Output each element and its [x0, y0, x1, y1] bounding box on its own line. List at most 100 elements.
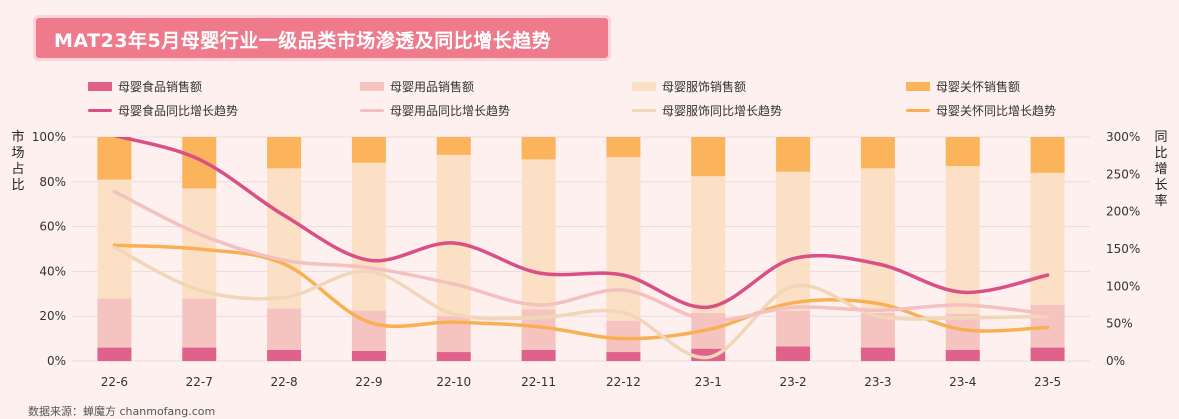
- bar-segment: [606, 157, 641, 321]
- legend-label-goods-sales: 母婴用品销售额: [390, 79, 475, 94]
- bar-segment: [691, 176, 726, 313]
- y-tick-label: 100%: [32, 130, 66, 144]
- y2-tick-label: 100%: [1106, 279, 1140, 293]
- y-tick-label: 40%: [39, 264, 66, 278]
- bar-segment: [182, 298, 217, 348]
- bar-segment: [691, 137, 726, 177]
- legend-apparel-growth[interactable]: 母婴服饰同比增长趋势: [632, 102, 782, 118]
- bar-segment: [606, 352, 641, 361]
- y-tick-label: 0%: [47, 354, 66, 368]
- bar-segment: [776, 171, 811, 311]
- bar-segment: [860, 347, 895, 361]
- x-tick-label: 22-12: [606, 375, 641, 389]
- legend-swatch-apparel-growth: [632, 108, 656, 112]
- bar-segment: [436, 352, 471, 361]
- bar-segment: [351, 350, 386, 361]
- y2-tick-label: 200%: [1106, 205, 1140, 219]
- y2-tick-label: 0%: [1106, 354, 1125, 368]
- legend-goods-growth[interactable]: 母婴用品同比增长趋势: [360, 102, 510, 118]
- line-series-path: [112, 245, 1050, 360]
- x-tick-label: 22-11: [521, 375, 556, 389]
- x-tick-label: 23-3: [864, 375, 891, 389]
- y2-tick-label: 50%: [1106, 317, 1133, 331]
- legend-swatch-goods-sales: [360, 81, 384, 91]
- legend-care-sales[interactable]: 母婴关怀销售额: [906, 78, 1020, 94]
- x-tick-label: 23-2: [779, 375, 806, 389]
- legend-apparel-sales[interactable]: 母婴服饰销售额: [632, 78, 746, 94]
- legend-swatch-food-sales: [88, 81, 112, 91]
- bar-segment: [776, 310, 811, 347]
- bar-segment: [182, 137, 217, 189]
- y2-tick-label: 250%: [1106, 167, 1140, 181]
- grid-lines: [72, 136, 1090, 362]
- bar-segment: [521, 159, 556, 310]
- legend-swatch-apparel-sales: [632, 81, 656, 91]
- y-tick-label: 60%: [39, 220, 66, 234]
- legend-swatch-food-growth: [88, 108, 112, 112]
- bar-segment: [267, 168, 302, 309]
- x-tick-label: 22-7: [186, 375, 213, 389]
- bar-segment: [267, 308, 302, 350]
- bar-segment: [776, 137, 811, 172]
- legend-goods-sales[interactable]: 母婴用品销售额: [360, 78, 474, 94]
- bar-segment: [267, 137, 302, 169]
- line-series-path: [112, 243, 1050, 341]
- x-tick-label: 22-9: [355, 375, 382, 389]
- bar-segment: [860, 168, 895, 313]
- bar-segment: [1030, 137, 1065, 173]
- y-tick-label: 80%: [39, 175, 66, 189]
- bar-segment: [182, 188, 217, 299]
- legend-label-goods-growth: 母婴用品同比增长趋势: [390, 103, 511, 118]
- legend-food-sales[interactable]: 母婴食品销售额: [88, 78, 202, 94]
- y-tick-label: 20%: [39, 309, 66, 323]
- line-series-path: [113, 137, 1050, 309]
- bar-segment: [776, 346, 811, 361]
- bar-segment: [860, 137, 895, 169]
- bar-segment: [97, 137, 132, 180]
- data-source-note: 数据来源：蝉魔方 chanmofang.com: [28, 405, 216, 418]
- legend-label-apparel-sales: 母婴服饰销售额: [662, 79, 747, 94]
- bar-segment: [521, 137, 556, 160]
- bar-segment: [1030, 347, 1065, 361]
- bar-segment: [436, 154, 471, 317]
- bar-segment: [97, 298, 132, 348]
- bar-segment: [945, 349, 980, 361]
- line-series: [112, 137, 1050, 360]
- line-series-path: [112, 189, 1050, 323]
- bar-segment: [351, 137, 386, 163]
- legend-label-apparel-growth: 母婴服饰同比增长趋势: [662, 103, 783, 118]
- chart-title: MAT23年5月母婴行业一级品类市场渗透及同比增长趋势: [54, 30, 552, 52]
- y2-axis-title: 同比增长率: [1154, 130, 1168, 209]
- x-tick-label: 23-1: [695, 375, 722, 389]
- bar-segment: [436, 137, 471, 155]
- bar-segment: [606, 137, 641, 158]
- y-axis-title: 市场占比: [11, 130, 25, 193]
- bar-segment: [945, 137, 980, 167]
- bar-segment: [97, 347, 132, 361]
- y2-tick-label: 300%: [1106, 130, 1140, 144]
- x-tick-label: 23-5: [1034, 375, 1061, 389]
- bar-segment: [1030, 172, 1065, 305]
- legend-label-food-sales: 母婴食品销售额: [118, 79, 203, 94]
- title-banner: MAT23年5月母婴行业一级品类市场渗透及同比增长趋势: [36, 18, 608, 58]
- x-tick-label: 22-6: [101, 375, 128, 389]
- legend-swatch-care-sales: [906, 81, 930, 91]
- legend-food-growth[interactable]: 母婴食品同比增长趋势: [88, 102, 238, 118]
- bar-segment: [267, 349, 302, 361]
- bar-series: [97, 137, 1065, 361]
- axes: 0% 20% 40% 60% 80% 100% 0% 50% 100% 150% 200% 250% 3…: [32, 130, 1141, 389]
- legend-swatch-goods-growth: [360, 108, 384, 112]
- bar-segment: [351, 162, 386, 311]
- x-tick-label: 23-4: [949, 375, 976, 389]
- bar-segment: [521, 349, 556, 361]
- legend-label-care-sales: 母婴关怀销售额: [936, 79, 1021, 94]
- legend-label-food-growth: 母婴食品同比增长趋势: [118, 103, 239, 118]
- legend-swatch-care-growth: [906, 108, 930, 112]
- legend-care-growth[interactable]: 母婴关怀同比增长趋势: [906, 102, 1056, 118]
- x-tick-label: 22-10: [436, 375, 471, 389]
- legend-label-care-growth: 母婴关怀同比增长趋势: [936, 103, 1057, 118]
- x-tick-label: 22-8: [270, 375, 297, 389]
- y2-tick-label: 150%: [1106, 242, 1140, 256]
- bar-segment: [182, 347, 217, 361]
